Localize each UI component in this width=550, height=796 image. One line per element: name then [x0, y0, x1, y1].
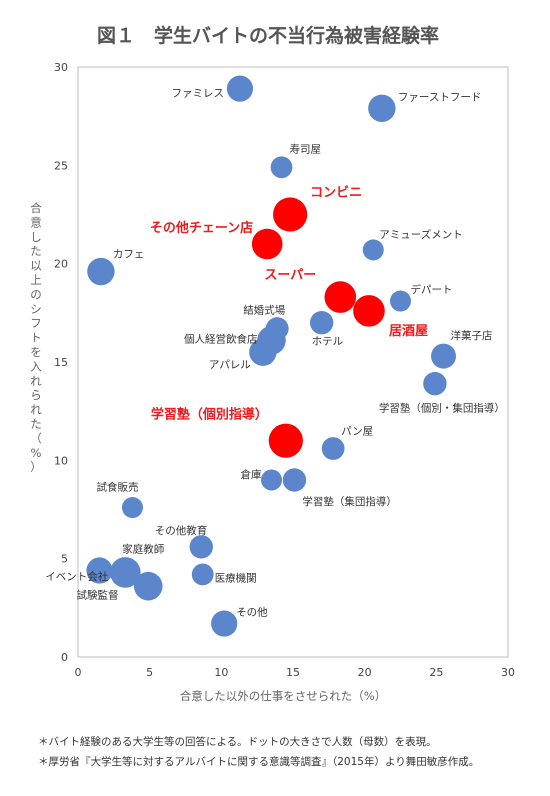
data-point: [362, 239, 384, 261]
point-label: カフェ: [113, 249, 145, 261]
x-tick-label: 15: [286, 666, 300, 679]
data-point: [133, 571, 163, 601]
data-point: [309, 310, 334, 335]
point-label: アパレル: [209, 359, 251, 371]
x-tick-label: 20: [358, 666, 372, 679]
point-label: 学習塾（集団指導）: [302, 495, 397, 508]
data-point: [268, 423, 303, 458]
data-point: [86, 557, 113, 584]
data-point: [211, 610, 238, 637]
data-point: [191, 563, 214, 586]
axes: [77, 66, 509, 658]
y-tick-label: 15: [54, 356, 68, 369]
footnote-1: ＊バイト経験のある大学生等の回答による。ドットの大きさで人数（母数）を表現。: [38, 735, 437, 748]
point-label: その他: [236, 606, 268, 619]
data-point: [321, 437, 345, 460]
y-tick-label: 20: [54, 258, 68, 271]
data-point: [189, 535, 213, 559]
point-label: 医療機関: [215, 571, 257, 584]
point-label: 学習塾（個別指導）: [151, 407, 268, 423]
x-tick-label: 0: [75, 666, 82, 679]
point-label: 試食販売: [96, 481, 138, 494]
data-point: [324, 281, 357, 313]
data-point: [251, 228, 283, 260]
y-tick-label: 0: [61, 651, 68, 664]
point-label: アミューズメント: [379, 228, 462, 241]
point-label: イベント会社: [45, 570, 108, 583]
point-label: パン屋: [341, 426, 373, 438]
x-tick-label: 5: [146, 666, 153, 679]
point-label: 学習塾（個別・集団指導）: [379, 402, 505, 415]
point-label: コンビニ: [310, 185, 362, 201]
point-label: デパート: [411, 283, 453, 296]
point-label: 居酒屋: [389, 324, 428, 339]
y-tick-label: 5: [61, 553, 68, 566]
plot-frame: [77, 66, 509, 658]
y-tick-label: 10: [54, 454, 68, 467]
y-axis-label: 合意した以上のシフトを入れられた（%）: [30, 201, 42, 474]
chart-title: 図１ 学生バイトの不当行為被害経験率: [97, 24, 439, 47]
point-label: ファーストフード: [398, 91, 481, 103]
data-point: [368, 94, 396, 123]
data-point: [110, 557, 141, 588]
data-point: [87, 257, 115, 286]
y-tick-label: 25: [54, 159, 68, 172]
data-point: [270, 156, 293, 179]
x-tick-label: 30: [501, 666, 515, 679]
point-label: ホテル: [312, 336, 344, 348]
point-label: 家庭教師: [122, 542, 164, 555]
data-point: [390, 290, 411, 312]
y-tick-label: 30: [54, 61, 68, 74]
x-axis-label: 合意した以外の仕事をさせられた（%）: [180, 689, 386, 703]
data-point: [121, 497, 143, 519]
x-tick-label: 25: [429, 666, 443, 679]
point-label: 洋菓子店: [451, 329, 493, 342]
data-point: [273, 197, 308, 232]
point-label: ファミレス: [171, 88, 224, 100]
point-labels: ファミレス ファーストフード寿司屋コンビニその他チェーン店アミューズメントカフェス…: [45, 88, 505, 619]
point-label: その他教育: [155, 524, 208, 537]
point-label: 試験監督: [77, 588, 119, 601]
data-point: [431, 343, 456, 369]
x-tick-label: 10: [214, 666, 228, 679]
footnote-2: ＊厚労省『大学生等に対するアルバイトに関する意識等調査』（2015年）より舞田敏…: [38, 755, 479, 768]
point-label: 倉庫: [241, 468, 262, 481]
point-label: 個人経営飲食店: [184, 332, 258, 345]
data-points: [86, 75, 456, 637]
data-point: [282, 468, 307, 492]
point-label: 寿司屋: [290, 142, 322, 155]
data-point: [353, 295, 385, 327]
data-point: [226, 75, 254, 102]
data-point: [261, 469, 282, 491]
point-label: 結婚式場: [243, 304, 285, 317]
point-label: その他チェーン店: [150, 220, 253, 236]
x-axis-ticks: 0 5 10 15 20 25 30: [75, 666, 516, 679]
point-label: スーパー: [264, 268, 316, 283]
data-point: [423, 371, 447, 396]
data-point: [249, 338, 277, 366]
y-axis-ticks: 0 5 10 15 20 25 30: [54, 61, 68, 664]
